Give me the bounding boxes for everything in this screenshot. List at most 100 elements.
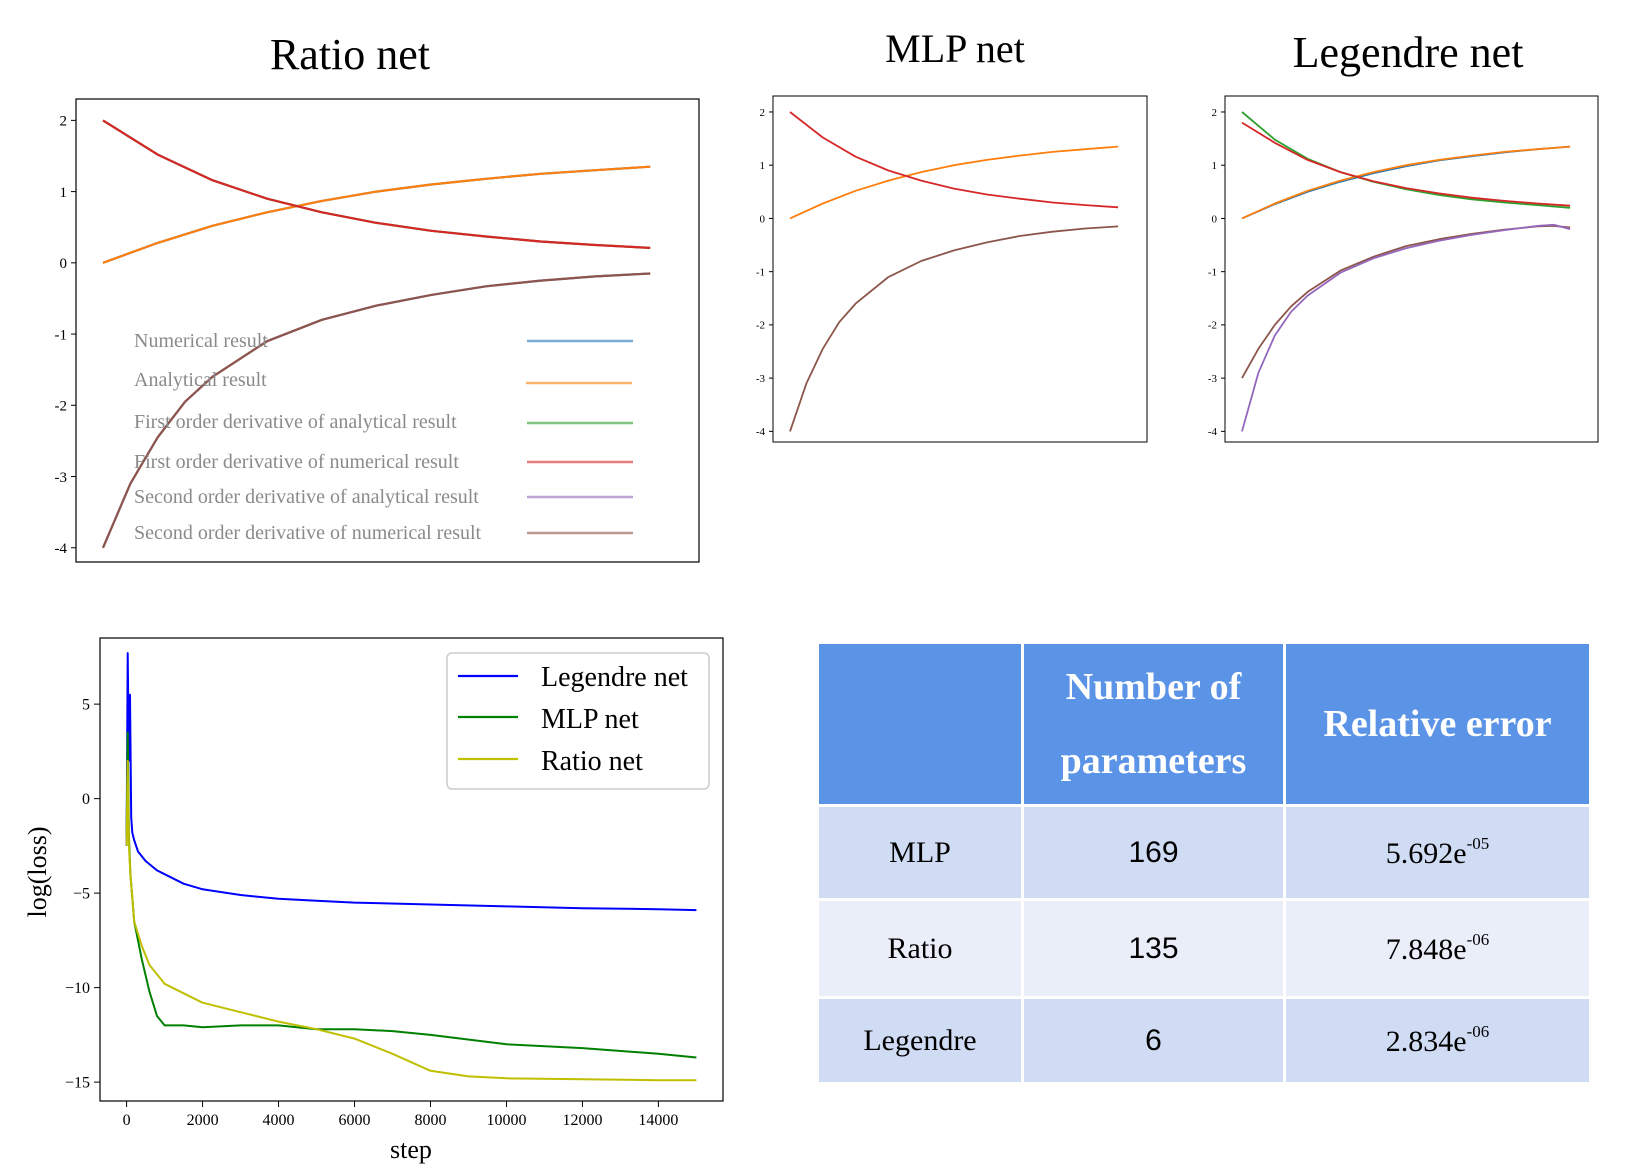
y-tick-label: -4 <box>756 426 766 438</box>
y-tick-label: 0 <box>60 256 68 272</box>
series-line-2-0 <box>1241 145 1571 220</box>
x-tick-label: 2000 <box>187 1112 219 1129</box>
x-tick-label: 0 <box>123 1112 131 1129</box>
ratio-net-legend: Numerical result Analytical result First… <box>134 330 633 544</box>
x-tick-label: 12000 <box>562 1112 602 1129</box>
table-header-row: Number of parameters Relative error <box>816 641 1592 807</box>
table-row: Ratio 135 7.848e-06 <box>816 898 1592 999</box>
y-tick-label: -4 <box>1208 426 1218 438</box>
series-line-1-2 <box>789 225 1119 432</box>
y-tick-label: -4 <box>55 541 68 557</box>
param-count-ratio: 135 <box>1021 898 1286 999</box>
y-tick-label: -3 <box>1208 373 1218 385</box>
legendre-net-chart: Legendre net 2 1 0 -1 -2 -3 -4 <box>1208 28 1599 443</box>
legend-label-mlp-net: MLP net <box>541 704 639 735</box>
series-line-legendre-net <box>125 652 697 912</box>
legend-label-analytical-result: Analytical result <box>134 369 267 391</box>
loss-legend-box <box>446 652 710 790</box>
y-tick-label: −10 <box>65 980 90 997</box>
y-tick-label: 0 <box>82 791 90 808</box>
legend-label-second-derivative-numerical: Second order derivative of numerical res… <box>134 522 482 544</box>
y-tick-label: 1 <box>1212 160 1218 172</box>
ratio-net-chart: Ratio net 2 1 0 -1 -2 -3 -4 Numerical result A… <box>55 30 700 563</box>
mlp-net-chart: MLP net 2 1 0 -1 -2 -3 -4 <box>756 26 1148 443</box>
legendre-net-plot-frame <box>1224 95 1599 443</box>
ratio-net-title: Ratio net <box>270 30 430 79</box>
series-line-2-1 <box>1241 145 1571 220</box>
y-tick-label: 1 <box>60 185 68 201</box>
x-tick-label: 8000 <box>414 1112 446 1129</box>
loss-y-axis-label: log(loss) <box>23 827 52 918</box>
y-tick-label: 0 <box>1212 213 1218 225</box>
table-header-empty <box>816 641 1024 807</box>
y-tick-label: 2 <box>1212 107 1218 119</box>
series-line-ratio-net <box>125 759 697 1082</box>
y-tick-label: -1 <box>756 267 765 279</box>
table-header-parameters: Number of parameters <box>1021 641 1286 807</box>
series-line-2-3 <box>1241 121 1571 207</box>
x-tick-label: 6000 <box>339 1112 371 1129</box>
table-row: MLP 169 5.692e-05 <box>816 804 1592 901</box>
series-line-analytical-result <box>102 165 651 264</box>
y-tick-label: 2 <box>760 107 766 119</box>
loss-y-axis: 5 0 −5 −10 −15 <box>65 697 100 1092</box>
table-row: Legendre 6 2.834e-06 <box>816 996 1592 1085</box>
y-tick-label: −15 <box>65 1075 90 1092</box>
mlp-net-plot-frame <box>772 95 1148 443</box>
y-tick-label: -2 <box>1208 320 1217 332</box>
loss-x-axis-label: step <box>390 1135 432 1164</box>
loss-plot-frame <box>99 637 724 1102</box>
x-tick-label: 10000 <box>486 1112 526 1129</box>
row-label-legendre: Legendre <box>816 996 1024 1085</box>
row-label-mlp: MLP <box>816 804 1024 901</box>
series-line-first-order-derivative-of-numerical-result <box>102 119 651 249</box>
param-count-legendre: 6 <box>1021 996 1286 1085</box>
series-line-2-5 <box>1241 223 1571 432</box>
x-tick-label: 4000 <box>263 1112 295 1129</box>
relative-error-mlp: 5.692e-05 <box>1283 804 1592 901</box>
series-line-first-order-derivative-of-analytical-result <box>102 119 651 249</box>
series-line-second-order-derivative-of-numerical-result <box>101 272 651 549</box>
y-tick-label: -1 <box>55 327 68 343</box>
loss-chart: 0 2000 4000 6000 8000 10000 12000 14000 5 0 −5 −10… <box>23 637 724 1164</box>
param-count-mlp: 169 <box>1021 804 1286 901</box>
legendre-net-title: Legendre net <box>1293 28 1524 77</box>
row-label-ratio: Ratio <box>816 898 1024 999</box>
ratio-net-plot-frame <box>75 98 700 563</box>
series-line-1-1 <box>789 111 1119 209</box>
ratio-net-series <box>101 119 651 549</box>
y-tick-label: -1 <box>1208 267 1217 279</box>
loss-x-axis: 0 2000 4000 6000 8000 10000 12000 14000 <box>123 1101 678 1129</box>
series-line-numerical-result <box>102 165 651 264</box>
relative-error-legendre: 2.834e-06 <box>1283 996 1592 1085</box>
table-header-relative-error: Relative error <box>1283 641 1592 807</box>
y-tick-label: -3 <box>756 373 766 385</box>
y-tick-label: 2 <box>60 114 68 130</box>
mlp-net-title: MLP net <box>885 26 1025 71</box>
y-tick-label: 0 <box>760 213 766 225</box>
y-tick-label: −5 <box>73 886 90 903</box>
legend-label-second-derivative-analytical: Second order derivative of analytical re… <box>134 486 479 508</box>
y-tick-label: -2 <box>756 320 765 332</box>
series-line-2-2 <box>1241 111 1571 209</box>
y-tick-label: 5 <box>82 697 90 714</box>
legend-label-numerical-result: Numerical result <box>134 330 268 352</box>
results-table: Number of parameters Relative error MLP … <box>816 641 1592 1085</box>
loss-series <box>125 652 697 1082</box>
mlp-net-y-axis: 2 1 0 -1 -2 -3 -4 <box>756 107 773 438</box>
legendre-net-series <box>1241 111 1571 432</box>
loss-legend: Legendre net MLP net Ratio net <box>446 652 710 790</box>
ratio-net-y-axis: 2 1 0 -1 -2 -3 -4 <box>55 114 76 557</box>
legend-label-legendre-net: Legendre net <box>541 662 688 693</box>
legend-label-first-derivative-analytical: First order derivative of analytical res… <box>134 411 457 433</box>
legendre-net-y-axis: 2 1 0 -1 -2 -3 -4 <box>1208 107 1225 438</box>
legend-label-first-derivative-numerical: First order derivative of numerical resu… <box>134 451 459 473</box>
y-tick-label: 1 <box>760 160 766 172</box>
legend-label-ratio-net: Ratio net <box>541 746 643 777</box>
y-tick-label: -2 <box>55 399 68 415</box>
series-line-1-0 <box>789 145 1119 220</box>
mlp-net-series <box>789 111 1119 432</box>
x-tick-label: 14000 <box>638 1112 678 1129</box>
y-tick-label: -3 <box>55 470 68 486</box>
